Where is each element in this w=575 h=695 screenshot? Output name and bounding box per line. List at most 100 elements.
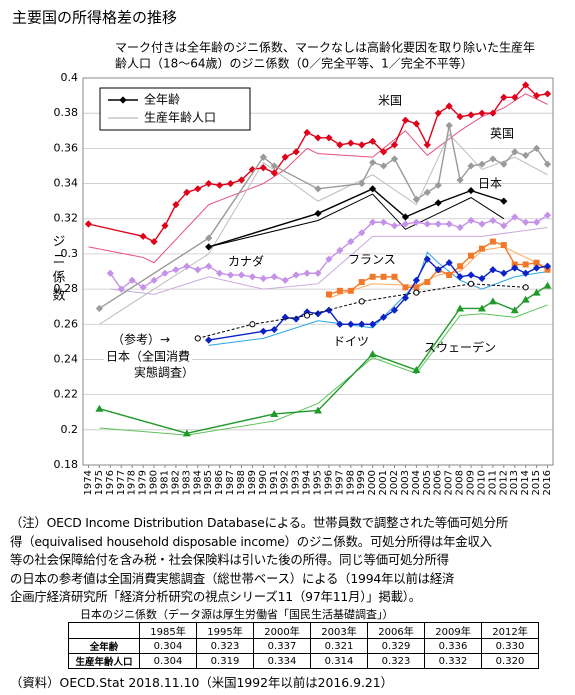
marker <box>456 113 464 121</box>
marker <box>303 128 311 137</box>
table-cell: 2003年 <box>310 622 368 639</box>
marker <box>467 280 475 287</box>
x-tick-label: 2009 <box>466 470 477 495</box>
y-tick-label: 0.2 <box>61 423 79 436</box>
table-title: 日本のジニ係数（データ源は厚生労働省「国民生活基礎調査」） <box>80 608 394 621</box>
table-cell: 2006年 <box>367 622 425 639</box>
marker <box>522 151 530 159</box>
marker <box>488 297 497 305</box>
marker <box>161 269 169 277</box>
marker <box>434 181 442 189</box>
marker <box>194 185 202 193</box>
x-tick-label: 1997 <box>334 470 345 495</box>
marker <box>347 287 354 294</box>
marker <box>423 141 431 149</box>
marker <box>358 298 365 305</box>
marker <box>532 288 541 296</box>
marker <box>205 262 213 270</box>
table-cell: 0.336 <box>424 638 482 654</box>
x-tick-label: 2001 <box>378 470 389 495</box>
marker <box>445 102 453 110</box>
table-cell: 2009年 <box>424 622 482 639</box>
y-tick-label: 0.24 <box>54 352 79 365</box>
table-cell: 0.323 <box>367 653 425 669</box>
marker <box>358 141 366 149</box>
marker <box>434 220 442 228</box>
table-cell <box>68 622 140 639</box>
x-tick-label: 2005 <box>422 470 433 495</box>
table-cell: 0.321 <box>310 638 368 654</box>
marker <box>369 158 377 167</box>
marker <box>292 148 300 156</box>
marker <box>489 109 497 117</box>
label-bg <box>108 332 192 348</box>
table-row: 1985年 1995年 2000年 2003年 2006年 2009年 2012年 <box>68 622 539 639</box>
series-label: フランス <box>348 253 396 267</box>
y-tick-label: 0.26 <box>54 317 79 330</box>
marker <box>522 261 529 268</box>
marker <box>259 274 267 283</box>
x-tick-label: 1991 <box>269 470 280 495</box>
marker <box>543 160 552 168</box>
table-cell: 0.329 <box>367 638 425 654</box>
x-tick-label: 1984 <box>192 470 203 495</box>
y-tick-label: 0.4 <box>61 71 79 84</box>
x-tick-label: 1992 <box>280 470 291 495</box>
marker <box>412 366 421 374</box>
marker <box>281 153 289 161</box>
marker <box>478 245 485 252</box>
marker <box>456 304 465 312</box>
marker <box>358 229 366 237</box>
x-tick-label: 2006 <box>433 470 444 495</box>
y-tick-label: 0.18 <box>54 458 79 471</box>
marker <box>412 195 420 203</box>
x-tick-label: 1977 <box>116 470 127 495</box>
marker <box>390 155 399 163</box>
marker <box>369 320 377 328</box>
marker <box>150 276 158 284</box>
marker <box>248 273 257 281</box>
marker <box>314 185 322 193</box>
x-tick-label: 1978 <box>127 470 138 495</box>
marker <box>369 137 377 145</box>
marker <box>292 271 300 279</box>
marker <box>216 269 224 277</box>
marker <box>358 279 365 286</box>
marker <box>347 237 355 246</box>
marker <box>522 269 530 277</box>
marker <box>533 264 541 272</box>
x-tick-label: 1976 <box>105 470 116 495</box>
all-ages-line <box>208 258 548 341</box>
marker <box>424 279 431 286</box>
label-bg <box>104 349 192 381</box>
x-tick-label: 1996 <box>323 470 334 495</box>
marker <box>259 153 267 161</box>
marker <box>336 287 343 294</box>
marker <box>325 306 333 314</box>
marker <box>478 220 486 228</box>
x-tick-label: 1982 <box>170 470 181 495</box>
marker <box>543 211 552 219</box>
marker <box>543 281 552 289</box>
series-label: ドイツ <box>333 335 369 349</box>
x-tick-label: 1987 <box>225 470 236 495</box>
marker <box>183 188 191 196</box>
y-tick-label: 0.34 <box>54 177 79 190</box>
marker <box>226 179 235 188</box>
marker <box>489 155 497 163</box>
marker <box>457 263 464 270</box>
marker <box>446 272 453 279</box>
marker <box>533 144 541 152</box>
x-tick-label: 2002 <box>389 470 400 495</box>
marker <box>303 312 311 319</box>
marker <box>489 266 497 274</box>
marker <box>477 304 486 312</box>
x-tick-label: 1975 <box>94 470 105 495</box>
table-cell: 2012年 <box>481 622 539 639</box>
marker <box>314 406 322 414</box>
marker <box>402 284 409 291</box>
marker <box>533 259 540 266</box>
marker <box>391 273 398 280</box>
reference-line <box>197 283 526 339</box>
marker <box>172 266 180 274</box>
